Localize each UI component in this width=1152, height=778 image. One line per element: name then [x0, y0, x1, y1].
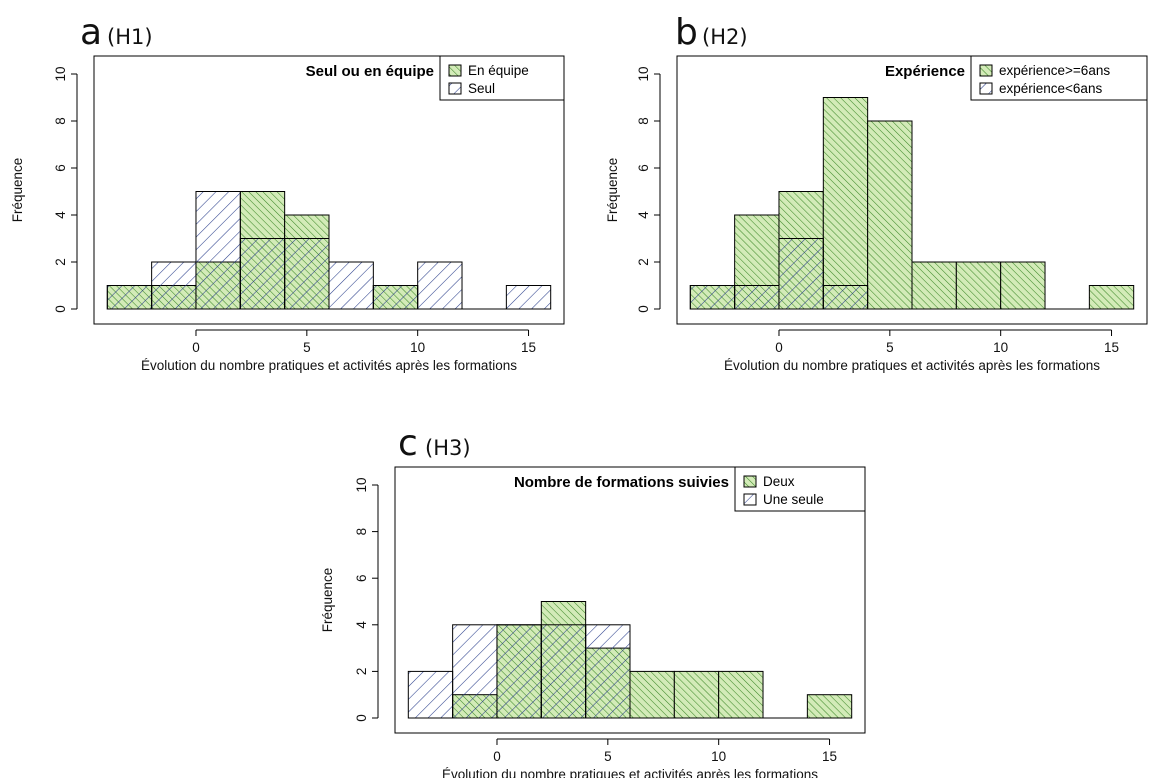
bar-blue-2	[496, 624, 542, 719]
x-axis-label: Évolution du nombre pratiques et activit…	[141, 358, 517, 373]
bar-blue-3	[540, 624, 587, 719]
bar-blue-0	[106, 285, 153, 310]
y-tick-label: 2	[636, 258, 651, 266]
y-tick-label: 2	[53, 258, 68, 266]
panel-tag: (H2)	[702, 25, 748, 49]
x-tick-label: 15	[822, 749, 837, 764]
legend-label: Seul	[468, 81, 495, 96]
legend-box	[734, 466, 866, 512]
bar-blue-5	[328, 261, 374, 310]
bar-green-3	[822, 97, 869, 310]
panel-letter: a	[80, 12, 102, 53]
legend-label: Deux	[763, 474, 795, 489]
y-tick-label: 6	[636, 164, 651, 172]
y-tick-label: 10	[636, 66, 651, 81]
legend-label: expérience<6ans	[999, 81, 1102, 96]
chart-title: Seul ou en équipe	[306, 63, 434, 80]
y-axis-label: Fréquence	[320, 568, 335, 633]
bar-blue-1	[734, 285, 780, 310]
bar-green-6	[673, 670, 720, 719]
bar-blue-4	[284, 238, 330, 310]
x-tick-label: 10	[410, 340, 425, 355]
x-tick-label: 10	[993, 340, 1008, 355]
bar-green-9	[806, 694, 853, 719]
legend-swatch-blue	[743, 493, 757, 506]
chart-title: Expérience	[885, 63, 965, 80]
y-tick-label: 0	[354, 714, 369, 722]
plot-frame	[394, 466, 866, 734]
x-tick-label: 0	[775, 340, 783, 355]
bar-blue-3	[239, 238, 286, 310]
y-tick-label: 6	[354, 574, 369, 582]
bar-blue-2	[778, 238, 824, 310]
y-tick-label: 10	[53, 66, 68, 81]
bar-blue-6	[372, 285, 419, 310]
bar-blue-7	[417, 261, 463, 310]
y-axis-label: Fréquence	[605, 158, 620, 223]
bar-green-7	[1000, 261, 1046, 310]
legend-box	[970, 55, 1148, 101]
y-tick-label: 4	[636, 211, 651, 219]
bar-blue-1	[452, 624, 498, 719]
bar-green-5	[629, 670, 675, 719]
bar-green-5	[911, 261, 957, 310]
y-tick-label: 8	[53, 117, 68, 125]
bar-blue-1	[151, 261, 197, 310]
legend-label: expérience>=6ans	[999, 63, 1110, 78]
bar-blue-0	[689, 285, 736, 310]
chart-title: Nombre de formations suivies	[514, 474, 729, 491]
bar-green-7	[718, 670, 764, 719]
bar-blue-4	[585, 624, 631, 719]
chart-panel-b: b (H2) 0 5 10 15 Évolution du nombre pratiques…	[605, 12, 1148, 373]
bar-blue-2	[195, 191, 241, 310]
y-tick-label: 2	[354, 668, 369, 676]
legend-swatch-green	[448, 64, 462, 77]
x-axis-label: Évolution du nombre pratiques et activit…	[724, 358, 1100, 373]
y-tick-label: 4	[354, 621, 369, 629]
y-tick-label: 10	[354, 477, 369, 492]
x-tick-label: 5	[886, 340, 894, 355]
legend-swatch-blue	[448, 82, 462, 95]
chart-panel-a: a (H1) 0 5 10 15 Évolution du nombre pratiques…	[10, 12, 565, 373]
x-tick-label: 0	[192, 340, 200, 355]
plot-frame	[676, 55, 1148, 325]
bar-green-4	[867, 120, 913, 310]
x-tick-label: 5	[604, 749, 612, 764]
x-tick-label: 15	[1104, 340, 1119, 355]
x-tick-label: 10	[711, 749, 726, 764]
y-tick-label: 0	[636, 305, 651, 313]
y-tick-label: 8	[354, 528, 369, 536]
legend-swatch-green	[743, 475, 757, 488]
legend-label: En équipe	[468, 63, 529, 78]
legend-label: Une seule	[763, 492, 824, 507]
y-tick-label: 0	[53, 305, 68, 313]
panel-letter: c	[398, 423, 418, 464]
x-tick-label: 15	[521, 340, 536, 355]
panel-tag: (H1)	[107, 25, 153, 49]
y-tick-label: 6	[53, 164, 68, 172]
x-tick-label: 0	[493, 749, 501, 764]
chart-panel-c: c (H3) 0 5 10 15 Évolution du nombre pratiques…	[320, 423, 866, 778]
bar-blue-9	[505, 285, 552, 310]
y-tick-label: 8	[636, 117, 651, 125]
x-axis-label: Évolution du nombre pratiques et activit…	[442, 767, 818, 778]
y-axis-label: Fréquence	[10, 158, 25, 223]
panel-letter: b	[675, 12, 698, 53]
panel-tag: (H3)	[425, 436, 471, 460]
legend-swatch-green	[979, 64, 993, 77]
legend-swatch-blue	[979, 82, 993, 95]
bar-blue-3	[822, 285, 869, 310]
bar-green-9	[1088, 285, 1135, 310]
bar-blue-0	[407, 670, 454, 719]
plot-frame	[93, 55, 565, 325]
bar-green-6	[955, 261, 1002, 310]
x-tick-label: 5	[303, 340, 311, 355]
y-tick-label: 4	[53, 211, 68, 219]
